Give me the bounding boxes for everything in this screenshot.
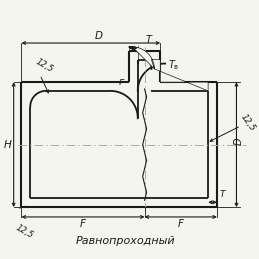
Text: T: T <box>220 190 225 199</box>
Polygon shape <box>132 47 217 91</box>
Text: F: F <box>80 219 86 229</box>
Text: Равнопроходный: Равнопроходный <box>75 236 175 246</box>
Text: 12,5: 12,5 <box>34 57 55 74</box>
Text: D: D <box>95 31 103 41</box>
Text: г: г <box>118 77 124 87</box>
Text: $T_{\rm в}$: $T_{\rm в}$ <box>168 58 179 72</box>
Text: D: D <box>233 137 243 145</box>
Text: H: H <box>4 140 12 150</box>
Text: T: T <box>145 35 151 45</box>
Text: 12,5: 12,5 <box>239 113 257 133</box>
Text: F: F <box>178 219 184 229</box>
Text: 12,5: 12,5 <box>14 223 34 240</box>
